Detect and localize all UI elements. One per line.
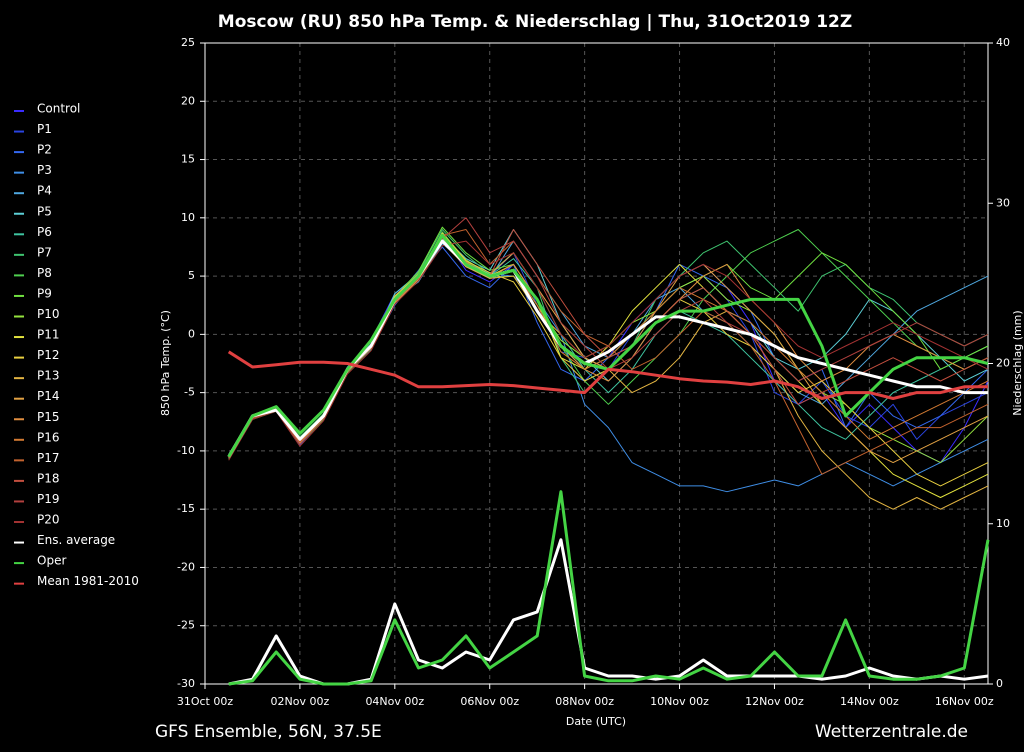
x-axis-label: Date (UTC) [566,715,626,728]
legend-label: P5 [37,204,52,218]
x-tick-label: 08Nov 00z [555,695,614,708]
x-tick-label: 12Nov 00z [745,695,804,708]
temp-line [227,350,988,400]
legend-label: P19 [37,492,60,506]
y-tick-label: -25 [177,619,195,632]
y-tick-label: 5 [188,269,195,282]
y-tick-label: -30 [177,677,195,690]
source-left: GFS Ensemble, 56N, 37.5E [155,722,382,742]
precip-line [228,490,990,686]
y-tick-label: 15 [181,153,195,166]
x-tick-label: 16Nov 00z [935,695,994,708]
y2-tick-label: 40 [996,36,1010,49]
legend-label: Ens. average [37,533,115,547]
legend-label: Mean 1981-2010 [37,574,139,588]
x-tick-label: 02Nov 00z [271,695,330,708]
legend-label: P6 [37,225,52,239]
y-tick-label: 20 [181,94,195,107]
y-tick-label: -5 [184,386,195,399]
y-tick-label: 0 [188,327,195,340]
legend-label: P16 [37,430,60,444]
legend-label: P11 [37,328,60,342]
legend-label: P12 [37,348,60,362]
legend-label: P7 [37,245,52,259]
legend-label: P9 [37,286,52,300]
x-tick-label: 31Oct 00z [177,695,234,708]
legend-label: P18 [37,471,60,485]
x-tick-label: 06Nov 00z [460,695,519,708]
legend-label: P2 [37,143,52,157]
legend-label: Oper [37,554,66,568]
y-axis-label: 850 hPa Temp. (°C) [159,310,172,416]
y2-axis-label: Niederschlag (mm) [1011,310,1024,415]
source-right: Wetterzentrale.de [815,722,968,742]
y-tick-label: 10 [181,211,195,224]
y2-tick-label: 30 [996,196,1010,209]
y-tick-label: -20 [177,560,195,573]
y2-tick-label: 20 [996,357,1010,370]
y2-tick-label: 0 [996,677,1003,690]
y-tick-label: 25 [181,36,195,49]
legend-label: P1 [37,122,52,136]
legend-label: P17 [37,451,60,465]
legend-label: P13 [37,369,60,383]
legend-label: P3 [37,163,52,177]
chart-title: Moscow (RU) 850 hPa Temp. & Niederschlag… [218,12,852,32]
y-tick-label: -10 [177,444,195,457]
legend-label: Control [37,102,80,116]
legend-label: P10 [37,307,60,321]
x-tick-label: 04Nov 00z [365,695,424,708]
y2-tick-label: 10 [996,517,1010,530]
legend-label: P8 [37,266,52,280]
legend-label: P15 [37,410,60,424]
legend-label: P20 [37,513,60,527]
x-tick-label: 14Nov 00z [840,695,899,708]
y-tick-label: -15 [177,502,195,515]
legend-label: P14 [37,389,60,403]
x-tick-label: 10Nov 00z [650,695,709,708]
legend-label: P4 [37,184,52,198]
